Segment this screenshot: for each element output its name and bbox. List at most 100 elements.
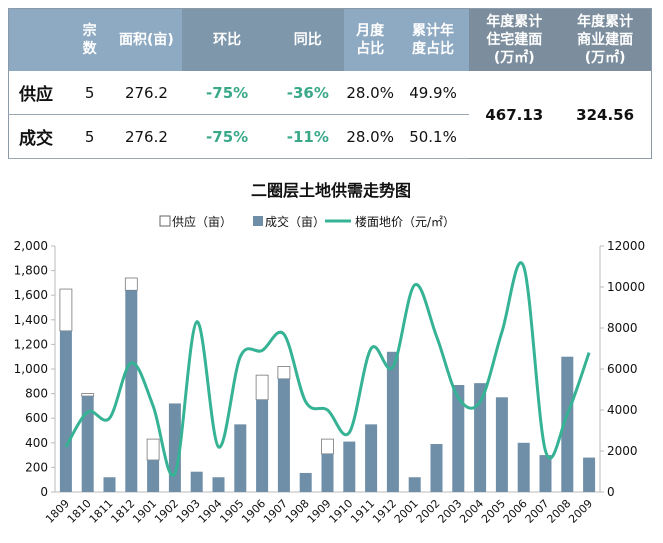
bar-deal — [125, 290, 138, 492]
x-tick-label: 1907 — [261, 497, 290, 526]
x-tick-label: 1812 — [108, 497, 137, 526]
right-tick-label: 4000 — [607, 403, 638, 417]
x-tick-label: 1906 — [239, 497, 268, 526]
right-tick-label: 10000 — [607, 280, 645, 294]
bar-supply — [146, 438, 160, 461]
x-tick-label: 2003 — [435, 497, 464, 526]
x-tick-label: 1810 — [65, 497, 94, 526]
table-cell: 50.1% — [396, 114, 470, 159]
column-header-line: 累计年 — [412, 23, 455, 39]
right-tick-label: 6000 — [607, 362, 638, 376]
line-price — [64, 261, 591, 478]
table-cell: 49.9% — [396, 71, 470, 115]
x-tick-label: 1903 — [174, 497, 203, 526]
bar-supply — [255, 374, 269, 401]
column-header: 累计年 度占比 — [396, 8, 470, 71]
table-cell: -75% — [182, 71, 272, 115]
column-header-line: (万㎡) — [493, 50, 535, 66]
x-tick-label: 1904 — [196, 497, 225, 526]
bar-deal — [430, 444, 443, 492]
left-tick-label: 1,600 — [14, 288, 48, 302]
bar-deal — [474, 383, 487, 492]
table-row: 供应 5 276.2 -75% -36% 28.0% 49.9% 467.13 324.56 — [8, 71, 652, 124]
left-tick-label: 0 — [40, 485, 48, 499]
x-tick-label: 2009 — [566, 497, 595, 526]
left-tick-label: 2,000 — [14, 239, 48, 253]
column-header — [8, 8, 69, 71]
x-tick-label: 2004 — [457, 497, 486, 526]
bar-deal — [277, 378, 290, 492]
x-tick-label: 2008 — [544, 497, 573, 526]
bar-supply — [277, 366, 291, 380]
column-header-line: 住宅建面 — [486, 32, 543, 48]
x-tick-label: 1909 — [305, 497, 334, 526]
table-cell: -11% — [271, 114, 344, 159]
table-cell: 28.0% — [343, 114, 397, 159]
legend-label: 供应（亩） — [172, 214, 232, 229]
column-header: 月度占比 — [343, 8, 397, 71]
right-tick-label: 8000 — [607, 321, 638, 335]
bar-deal — [343, 441, 356, 492]
left-tick-label: 1,400 — [14, 313, 48, 327]
bar-deal — [495, 397, 508, 492]
table-cell-total: 324.56 — [576, 105, 635, 124]
column-header-label: 月度占比 — [356, 23, 385, 57]
column-header-line: 同比 — [293, 32, 322, 48]
x-tick-label: 2001 — [392, 497, 421, 526]
table-cell: -36% — [271, 71, 344, 115]
bar-supply — [124, 277, 138, 291]
left-tick-label: 200 — [25, 460, 48, 474]
x-tick-label: 1809 — [43, 497, 72, 526]
column-header: 年度累计 商业建面 (万㎡) — [559, 8, 652, 71]
bar-supply — [59, 288, 73, 332]
column-header: 同比 — [271, 8, 344, 71]
column-header-line: 宗 — [82, 23, 97, 39]
bar-deal — [517, 442, 530, 492]
table-row: 成交 5 276.2 -75% -11% 28.0% 50.1% — [8, 114, 652, 159]
legend-label: 成交（亩） — [265, 214, 325, 229]
column-header-line: 年度累计 — [577, 14, 634, 30]
bar-deal — [81, 396, 94, 492]
left-tick-label: 600 — [25, 411, 48, 425]
column-header-line: 面积(亩) — [119, 32, 174, 48]
bar-deal — [212, 477, 225, 492]
x-tick-label: 1912 — [370, 497, 399, 526]
x-tick-label: 1905 — [217, 497, 246, 526]
left-tick-label: 400 — [25, 436, 48, 450]
x-tick-label: 1811 — [87, 497, 116, 526]
x-tick-label: 1911 — [348, 497, 377, 526]
legend-label: 楼面地价（元/㎡） — [355, 214, 455, 229]
table-cell: 5 — [68, 71, 111, 115]
x-tick-label: 2002 — [414, 497, 443, 526]
bar-deal — [583, 457, 596, 492]
table-cell: 供应 — [8, 71, 69, 115]
column-header: 年度累计 住宅建面 (万㎡) — [469, 8, 560, 71]
bar-deal — [452, 384, 465, 492]
x-tick-label: 1901 — [130, 497, 159, 526]
column-header: 面积(亩) — [110, 8, 183, 71]
bar-deal — [168, 403, 181, 492]
legend-swatch-supply — [159, 215, 171, 227]
table-cell: 成交 — [8, 114, 69, 159]
bar-deal — [365, 424, 378, 492]
x-tick-label: 1902 — [152, 497, 181, 526]
bar-deal — [408, 477, 421, 492]
x-tick-label: 1908 — [283, 497, 312, 526]
column-header-line: 数 — [82, 41, 97, 57]
bar-deal — [234, 424, 247, 492]
right-tick-label: 0 — [607, 485, 615, 499]
table-cell: 276.2 — [110, 114, 183, 159]
bar-supply — [321, 438, 334, 455]
bar-deal — [386, 351, 399, 492]
bar-deal — [299, 472, 312, 492]
left-tick-label: 800 — [25, 387, 48, 401]
column-header: 环比 — [182, 8, 272, 71]
column-header-line: 环比 — [213, 32, 242, 48]
bar-deal — [190, 471, 203, 492]
left-tick-label: 1,000 — [14, 362, 48, 376]
bar-supply — [81, 393, 95, 397]
bar-deal — [539, 455, 552, 492]
table-cell: 5 — [68, 114, 111, 159]
summary-table: 宗数 面积(亩) 环比 同比 月度占比 累计年 度占比 年度累计住宅建面 (万㎡) 年度累计 商业建… — [8, 8, 652, 159]
